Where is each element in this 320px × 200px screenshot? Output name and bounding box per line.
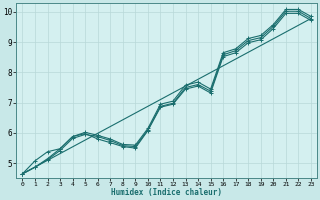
X-axis label: Humidex (Indice chaleur): Humidex (Indice chaleur) bbox=[111, 188, 222, 197]
